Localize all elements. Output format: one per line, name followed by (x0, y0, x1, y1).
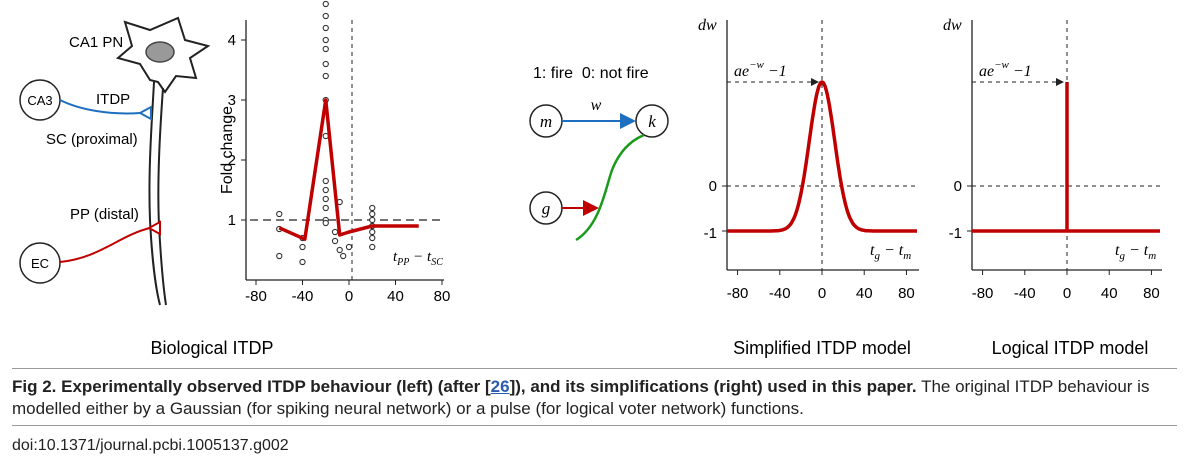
bio-x-tick-label: 0 (345, 288, 353, 305)
sim-x-tick-label: -80 (727, 285, 749, 302)
log-x-tick-label: -80 (972, 285, 994, 302)
sc-label: SC (proximal) (46, 131, 138, 148)
bio-data-point (369, 216, 376, 224)
bio-data-point (336, 246, 343, 254)
sim-panel-title: Simplified ITDP model (733, 338, 911, 358)
apical-dendrite (148, 81, 161, 306)
bio-x-label: tPP − tSC (393, 249, 443, 268)
bio-data-point (299, 243, 306, 251)
log-yzero-label: 0 (954, 178, 962, 195)
sim-x-tick-label: 0 (818, 285, 826, 302)
simplified-model-chart: -80 -40 0 40 80 dw 0 -1 ae−w −1 tg − tm Simp… (698, 17, 919, 358)
sc-axon (59, 99, 141, 115)
bio-data-point (369, 234, 376, 242)
pp-synapse (146, 220, 161, 236)
weight-label: w (591, 97, 602, 114)
ca1-label: CA1 PN (69, 34, 123, 51)
sim-x-tick-label: 40 (856, 285, 873, 302)
log-dw-label: dw (943, 17, 962, 34)
doi-text: doi:10.1371/journal.pcbi.1005137.g002 (12, 437, 289, 454)
figure-canvas: CA3 EC CA1 PN ITDP SC (proximal) PP (dis… (19, 0, 1162, 358)
bio-x-tick-label: 80 (434, 288, 451, 305)
sim-x-label: tg − tm (870, 242, 911, 262)
log-x-tick-label: 0 (1063, 285, 1071, 302)
node-k-label: k (648, 112, 656, 131)
caption-bold-post: ]), and its simplifications (right) used… (509, 377, 917, 396)
bio-y-tick-label: 1 (228, 212, 236, 229)
bio-data-point (322, 177, 329, 185)
caption-bold-pre: Fig 2. Experimentally observed ITDP beha… (12, 377, 491, 396)
log-peak-label: ae−w −1 (979, 59, 1032, 80)
bio-data-point (322, 12, 329, 20)
neuron-schematic: CA3 EC CA1 PN ITDP SC (proximal) PP (dis… (19, 16, 274, 358)
caption-bottom-rule (12, 425, 1177, 426)
bio-data-point (369, 204, 376, 212)
bio-data-point (331, 237, 339, 245)
sim-x-tick-label: -40 (769, 285, 791, 302)
log-x-tick-label: 40 (1101, 285, 1118, 302)
bio-data-point (322, 72, 329, 80)
bio-data-point (322, 0, 329, 8)
bio-data-point (345, 243, 353, 251)
log-pulse-curve (972, 82, 1160, 233)
ec-node (19, 242, 61, 284)
sim-dw-label: dw (698, 17, 717, 34)
bio-data-point (322, 186, 329, 194)
node-m-label: m (540, 112, 552, 131)
pp-label: PP (distal) (70, 206, 139, 223)
sc-synapse (137, 105, 152, 121)
fire-legend: 1: fire 0: not fire (533, 65, 649, 82)
node-g-label: g (542, 199, 551, 218)
g-k-connection (575, 133, 645, 242)
network-diagram: 1: fire 0: not fire m k g w (529, 65, 669, 242)
bio-data-point (299, 258, 306, 266)
bio-data-point (322, 24, 329, 32)
log-yminus-label: -1 (949, 225, 962, 242)
bio-x-tick-label: 40 (387, 288, 404, 305)
bio-data-point (369, 243, 376, 251)
log-x-label: tg − tm (1115, 242, 1156, 262)
node-k (635, 104, 669, 138)
pp-axon (59, 227, 151, 263)
bio-panel-title: Biological ITDP (150, 338, 273, 358)
sim-yzero-label: 0 (709, 178, 717, 195)
ec-label: EC (31, 256, 49, 271)
ca3-label: CA3 (27, 93, 52, 108)
figure-caption: Fig 2. Experimentally observed ITDP beha… (12, 376, 1177, 420)
itdp-label: ITDP (96, 91, 130, 108)
bio-y-tick-label: 4 (228, 32, 236, 49)
logical-model-chart: -80 -40 0 40 80 dw 0 -1 ae−w −1 tg − tm Logi… (943, 17, 1162, 358)
bio-data-point (322, 45, 329, 53)
bio-y-tick-label: 2 (228, 152, 236, 169)
bio-y-tick-label: 3 (228, 92, 236, 109)
bio-data-point (322, 204, 329, 212)
bio-data-point (331, 228, 339, 236)
sim-yminus-label: -1 (704, 225, 717, 242)
reference-link[interactable]: 26 (490, 377, 510, 396)
ca1-nucleus (145, 41, 175, 63)
bio-data-point (322, 60, 329, 68)
log-panel-title: Logical ITDP model (992, 338, 1149, 358)
caption-text: The original ITDP behaviour is modelled … (12, 377, 1150, 418)
bio-data-point (369, 210, 376, 218)
sim-peak-label: ae−w −1 (734, 59, 787, 80)
bio-data-point (322, 219, 329, 227)
bio-y-label: Fold change (219, 106, 236, 194)
bio-x-tick-label: -80 (245, 288, 267, 305)
bio-data-point (276, 252, 283, 260)
caption-top-rule (12, 368, 1177, 369)
bio-data-point (322, 36, 329, 44)
bio-x-tick-label: -40 (292, 288, 314, 305)
bio-itdp-chart: -80 -40 0 40 80 1 2 3 4 Fold change tPP − tSC (219, 0, 451, 305)
bio-data-point (369, 228, 376, 236)
sim-gaussian-curve (727, 80, 917, 233)
bio-data-point (322, 195, 329, 203)
sim-x-tick-label: 80 (898, 285, 915, 302)
bio-data-point (276, 210, 283, 218)
bio-mean-line (278, 98, 419, 241)
log-x-tick-label: 80 (1143, 285, 1160, 302)
bio-data-point (340, 252, 347, 260)
log-x-tick-label: -40 (1014, 285, 1036, 302)
